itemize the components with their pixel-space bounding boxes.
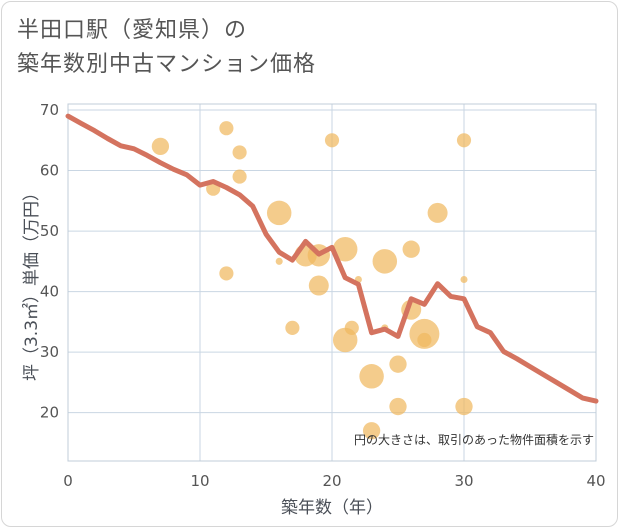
x-tick-label: 40 xyxy=(586,472,605,490)
x-tick-label: 10 xyxy=(190,472,209,490)
bubble-point xyxy=(456,133,472,148)
trend-line xyxy=(65,113,599,404)
bubble-point xyxy=(389,397,407,416)
plot-border xyxy=(67,103,597,462)
chart-title: 半田口駅（愛知県）の 築年数別中古マンション価格 xyxy=(17,14,316,82)
bubble-point xyxy=(402,240,420,258)
y-tick-label: 70 xyxy=(40,101,59,119)
bubble-point xyxy=(362,422,381,440)
y-tick-label: 60 xyxy=(40,162,59,180)
y-tick-label: 30 xyxy=(40,343,59,361)
bubble-point xyxy=(460,275,468,284)
bubble-size-note: 円の大きさは、取引のあった物件面積を示す xyxy=(354,432,594,447)
bubble-point xyxy=(427,202,448,223)
bubble-point xyxy=(308,275,329,296)
bubble-point xyxy=(151,137,170,156)
chart-title-line2: 築年数別中古マンション価格 xyxy=(17,52,317,77)
bubble-point xyxy=(359,364,384,389)
bubble-point xyxy=(344,320,359,335)
bubble-point xyxy=(417,332,432,348)
y-axis-label: 坪（3.3㎡）単価（万円） xyxy=(22,184,42,381)
y-tick-labels: 20 30 40 50 60 70 xyxy=(40,101,59,422)
x-tick-label: 0 xyxy=(63,472,73,490)
bubble-point xyxy=(332,236,358,262)
bubble-point xyxy=(455,397,473,416)
y-tick-label: 50 xyxy=(40,222,59,240)
x-axis-label: 築年数（年） xyxy=(281,498,383,518)
x-tick-label: 30 xyxy=(454,472,473,490)
bubble-point xyxy=(232,145,247,160)
chart-title-line1: 半田口駅（愛知県）の xyxy=(17,18,248,43)
bubble-point xyxy=(266,200,292,226)
bubble-point xyxy=(389,355,407,373)
bubble-point xyxy=(275,257,283,265)
bubble-point xyxy=(285,320,300,335)
x-tick-labels: 0 10 20 30 40 xyxy=(63,472,605,490)
x-tick-label: 20 xyxy=(322,472,341,490)
bubble-point xyxy=(372,249,398,274)
bubble-point xyxy=(324,133,340,148)
y-tick-label: 40 xyxy=(40,283,59,301)
y-tick-label: 20 xyxy=(40,404,59,422)
bubble-point xyxy=(232,169,247,184)
bubble-point xyxy=(219,121,234,136)
bubble-point xyxy=(219,266,234,281)
